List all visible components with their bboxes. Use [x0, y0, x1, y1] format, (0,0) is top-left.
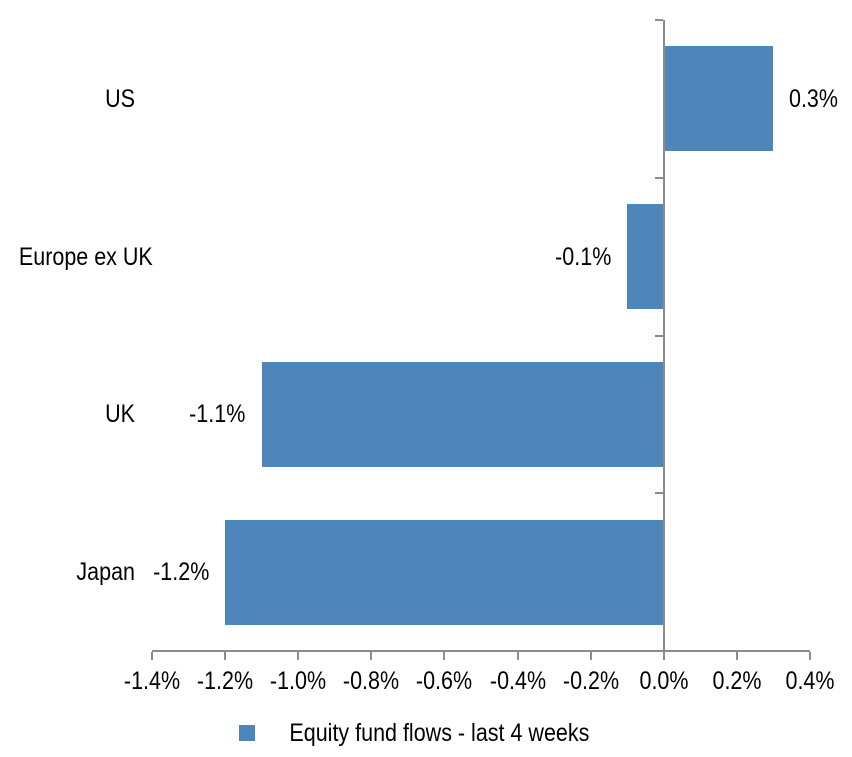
bar-uk [261, 361, 664, 467]
x-axis-line [152, 650, 810, 652]
x-tick [662, 652, 665, 660]
x-tick [735, 652, 738, 660]
category-label: Europe ex UK [18, 242, 153, 271]
x-tick [443, 652, 446, 660]
x-tick-label: 0.2% [712, 667, 762, 695]
x-tick [589, 652, 592, 660]
x-tick [516, 652, 519, 660]
x-tick [370, 652, 373, 660]
x-tick-label: -1.0% [270, 667, 327, 695]
legend-label: Equity fund flows - last 4 weeks [289, 718, 589, 747]
x-tick [809, 652, 811, 660]
x-tick-label: -0.6% [416, 667, 473, 695]
x-tick-label: 0.4% [785, 667, 835, 695]
bar-europe-ex-uk [627, 204, 664, 310]
category-label: Japan [76, 558, 135, 587]
category-tick [654, 334, 663, 337]
category-label: UK [105, 400, 135, 429]
category-tick [654, 492, 663, 495]
x-tick-label: -0.8% [343, 667, 400, 695]
data-label: 0.3% [789, 84, 839, 113]
x-tick-label: 0.0% [639, 667, 689, 695]
x-tick-label: -1.4% [123, 667, 181, 695]
legend: Equity fund flows - last 4 weeks [0, 716, 852, 750]
bar-japan [225, 519, 664, 625]
x-tick [297, 652, 300, 660]
bar-us [663, 46, 774, 152]
x-tick-label: -0.4% [489, 667, 546, 695]
data-label: -1.1% [189, 400, 246, 429]
category-label: US [105, 84, 135, 113]
x-tick [224, 652, 227, 660]
category-tick [654, 176, 663, 179]
y-axis-line [662, 20, 665, 659]
category-tick [654, 19, 663, 21]
data-label: -0.1% [555, 242, 612, 271]
category-tick [654, 650, 663, 652]
x-tick-label: -1.2% [197, 667, 254, 695]
data-label: -1.2% [152, 558, 210, 587]
x-tick [151, 652, 153, 660]
legend-marker-icon [238, 725, 255, 741]
x-tick-label: -0.2% [562, 667, 619, 695]
